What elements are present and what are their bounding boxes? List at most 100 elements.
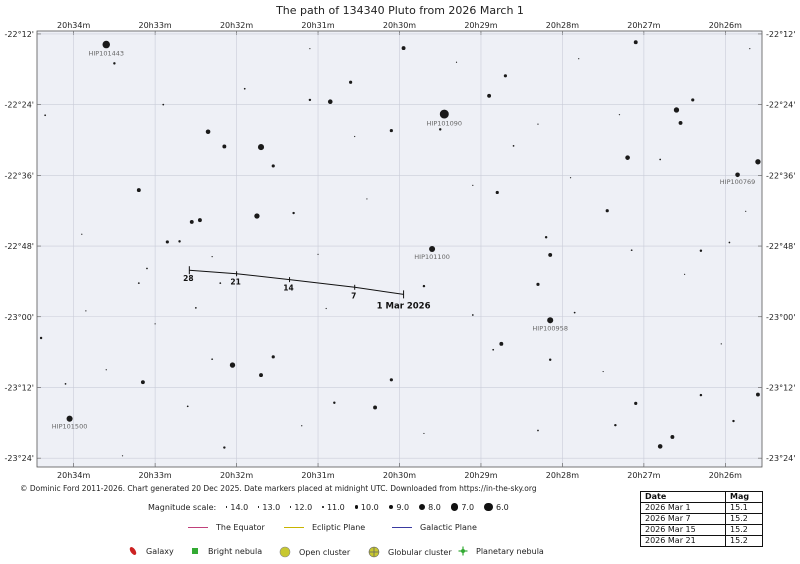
- star: [755, 159, 761, 165]
- galaxy-legend: Galaxy: [128, 546, 174, 556]
- star: [197, 218, 202, 223]
- ra-tick-label-top: 20h32m: [220, 21, 253, 30]
- magnitude-dot: [290, 506, 292, 508]
- planetary-nebula-legend-label: Planetary nebula: [476, 546, 544, 556]
- star: [257, 144, 265, 151]
- dec-tick-label-right: -22°24': [766, 101, 795, 110]
- magnitude-scale-item: 7.0: [450, 503, 474, 512]
- magnitude-scale: Magnitude scale: 14.0 13.0 12.0 11.0 10.0 9.0…: [148, 500, 519, 514]
- table-cell-date: 2026 Mar 15: [640, 524, 726, 536]
- ra-tick-label-bottom: 20h31m: [301, 471, 334, 480]
- star: [749, 48, 751, 50]
- ra-tick-label-bottom: 20h28m: [546, 471, 579, 480]
- date-marker-label: 14: [283, 284, 293, 293]
- star: [569, 177, 572, 179]
- star: [618, 114, 621, 116]
- magnitude-scale-item: 13.0: [258, 503, 280, 512]
- star: [354, 135, 356, 138]
- star: [389, 128, 393, 133]
- dec-tick-label-right: -23°00': [766, 313, 795, 322]
- star: [691, 98, 695, 102]
- dec-tick-label-right: -22°48': [766, 242, 795, 251]
- star: [634, 401, 638, 405]
- dec-tick-label-left: -23°12': [5, 383, 34, 392]
- ra-tick-label-top: 20h34m: [57, 21, 90, 30]
- star: [325, 307, 327, 310]
- dec-tick-label-right: -23°24': [766, 454, 795, 463]
- ecliptic-legend: Ecliptic Plane: [284, 523, 365, 532]
- star: [243, 87, 246, 90]
- star: [673, 107, 680, 113]
- magnitude-dot: [484, 502, 493, 512]
- lines-legend: The Equator Ecliptic Plane Galactic Plan…: [0, 523, 560, 537]
- star: [105, 369, 107, 371]
- dec-tick-label-left: -22°24': [5, 101, 34, 110]
- star: [630, 249, 633, 252]
- star: [544, 235, 548, 239]
- named-star: [429, 245, 436, 253]
- named-star-label: HIP101100: [414, 253, 450, 261]
- table-row: 2026 Mar 21 15.2: [640, 535, 763, 547]
- star: [728, 241, 731, 244]
- star: [614, 423, 617, 427]
- dec-tick-label-left: -23°24': [5, 454, 34, 463]
- bright-nebula-icon: [190, 546, 200, 556]
- star: [178, 240, 181, 243]
- magnitude-scale-item: 11.0: [322, 503, 345, 512]
- star: [136, 188, 141, 193]
- coordinate-grid: [37, 31, 762, 467]
- star: [602, 370, 604, 373]
- dec-tick-label-right: -23°12': [766, 383, 795, 392]
- axis-labels: 20h34m 20h34m 20h33m 20h33m 20h32m 20h32m 20h3…: [5, 21, 796, 480]
- named-star: [66, 415, 73, 422]
- magnitude-dot: [226, 506, 228, 508]
- date-marker-label: 28: [183, 274, 193, 283]
- star: [292, 211, 295, 215]
- named-star-label: HIP101443: [88, 49, 124, 57]
- star: [229, 362, 236, 368]
- star: [223, 446, 226, 449]
- star: [219, 282, 222, 285]
- star: [512, 145, 515, 147]
- star: [699, 249, 703, 252]
- star: [684, 273, 686, 275]
- star: [422, 284, 426, 288]
- date-magnitude-table: Date Mag 2026 Mar 1 15.1 2026 Mar 7 15.2…: [640, 491, 763, 547]
- star: [222, 144, 227, 149]
- ecliptic-line-swatch: [284, 527, 304, 528]
- star: [259, 373, 263, 378]
- galactic-legend: Galactic Plane: [392, 523, 477, 532]
- star: [137, 282, 140, 285]
- star: [537, 123, 539, 125]
- star: [121, 455, 124, 457]
- ra-tick-label-top: 20h26m: [709, 21, 742, 30]
- star: [659, 158, 662, 161]
- magnitude-value: 10.0: [360, 502, 379, 512]
- star: [720, 343, 722, 345]
- galaxy-legend-label: Galaxy: [146, 546, 174, 556]
- globular-cluster-icon: [368, 546, 380, 558]
- dec-tick-label-right: -22°12': [766, 30, 795, 39]
- star: [625, 155, 630, 160]
- star: [537, 429, 539, 432]
- magnitude-dot: [354, 505, 358, 509]
- magnitude-scale-item: 10.0: [354, 502, 379, 512]
- star: [657, 444, 663, 449]
- star: [349, 80, 353, 84]
- equator-line-swatch: [188, 527, 208, 528]
- bright-nebula-legend: Bright nebula: [190, 546, 262, 556]
- star: [548, 252, 553, 257]
- star: [423, 432, 425, 435]
- galactic-line-swatch: [392, 527, 412, 528]
- table-row: 2026 Mar 7 15.2: [640, 513, 763, 525]
- star: [499, 341, 504, 346]
- ecliptic-legend-label: Ecliptic Plane: [312, 523, 366, 532]
- ra-tick-label-top: 20h28m: [546, 21, 579, 30]
- star: [254, 213, 260, 219]
- star: [317, 253, 319, 255]
- magnitude-scale-item: 14.0: [226, 503, 248, 512]
- star: [85, 310, 87, 312]
- ra-tick-label-bottom: 20h33m: [139, 471, 172, 480]
- table-row: 2026 Mar 1 15.1: [640, 502, 763, 514]
- magnitude-value: 6.0: [495, 502, 509, 512]
